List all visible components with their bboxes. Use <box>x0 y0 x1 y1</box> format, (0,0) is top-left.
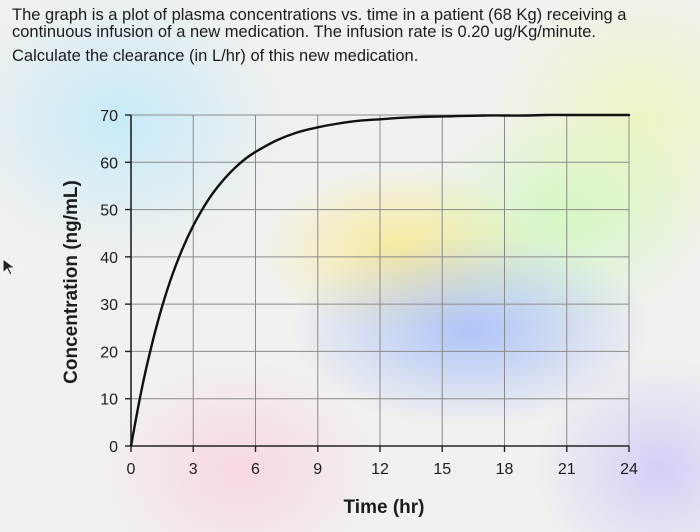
x-axis-label: Time (hr) <box>344 497 425 518</box>
tick-labels: 0 10 20 30 40 50 60 70 0 3 6 9 12 15 18 21 24 <box>100 108 638 478</box>
y-tick-label: 40 <box>100 250 118 267</box>
y-axis-label: Concentration (ng/mL) <box>61 180 82 384</box>
y-tick-label: 0 <box>109 439 118 456</box>
question-text: The graph is a plot of plasma concentrat… <box>12 7 692 65</box>
question-line-2: Calculate the clearance (in L/hr) of thi… <box>12 47 419 65</box>
axes <box>125 114 630 452</box>
x-tick-label: 15 <box>433 461 451 478</box>
x-tick-label: 18 <box>496 461 514 478</box>
x-tick-label: 12 <box>371 461 389 478</box>
x-tick-label: 3 <box>189 461 198 478</box>
question-line-1: The graph is a plot of plasma concentrat… <box>12 6 627 41</box>
x-tick-label: 24 <box>620 461 638 478</box>
series-line-0 <box>129 113 631 448</box>
y-tick-label: 20 <box>100 344 118 361</box>
x-tick-label: 21 <box>558 461 576 478</box>
y-tick-label: 60 <box>100 155 118 172</box>
mouse-pointer-icon <box>2 258 17 276</box>
series <box>129 113 631 448</box>
y-tick-label: 10 <box>100 392 118 409</box>
grid <box>131 114 630 446</box>
y-tick-label: 50 <box>100 203 118 220</box>
x-tick-label: 9 <box>313 461 322 478</box>
y-tick-label: 70 <box>100 108 118 125</box>
y-tick-label: 30 <box>100 297 118 314</box>
x-tick-label: 6 <box>251 461 260 478</box>
x-tick-label: 0 <box>127 461 136 478</box>
